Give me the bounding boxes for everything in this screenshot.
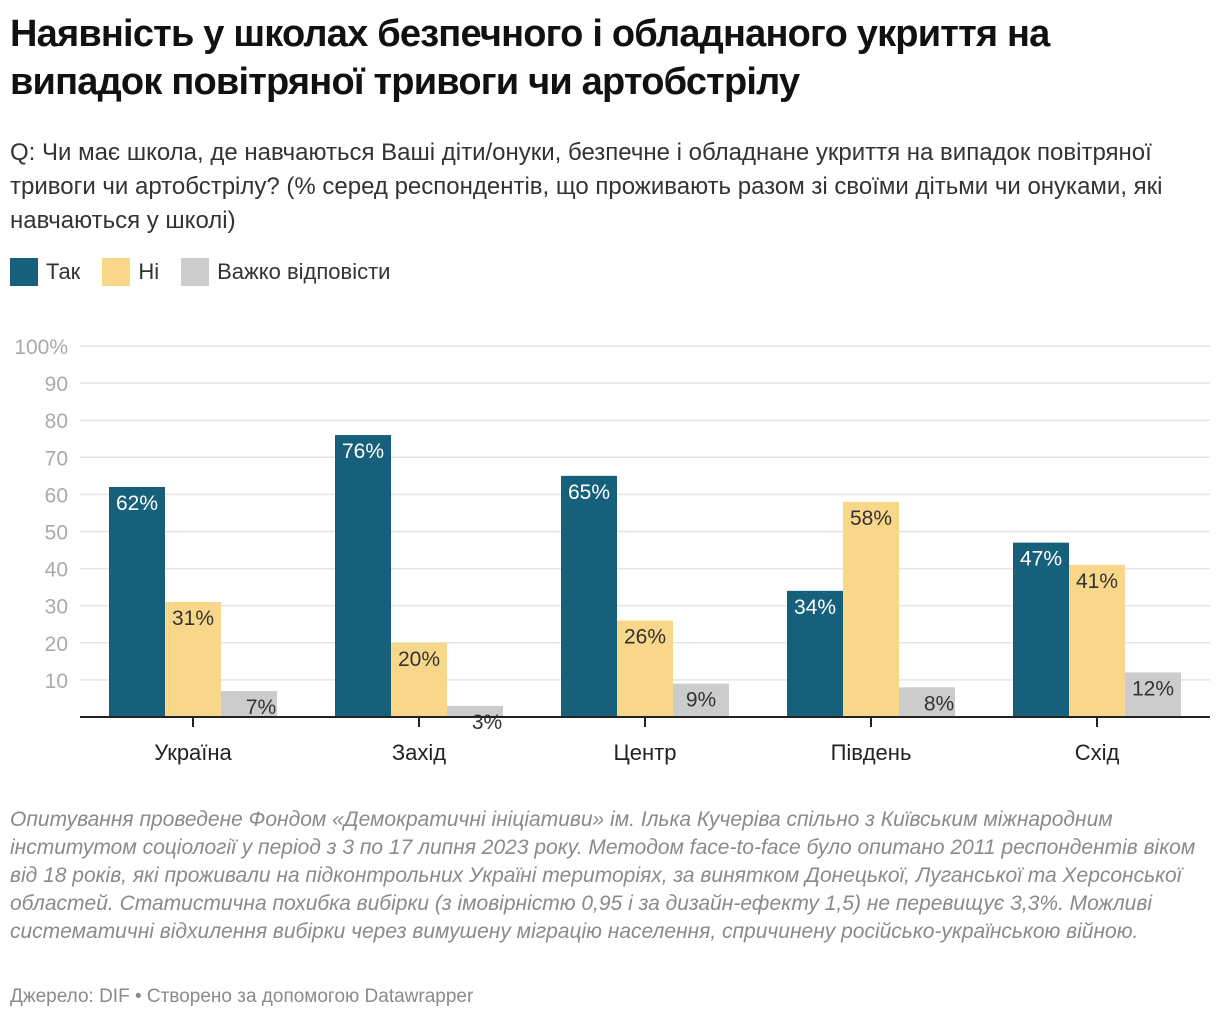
bar-value-label: 58% <box>850 507 892 530</box>
bar-value-label: 9% <box>686 689 716 712</box>
bar-value-label: 3% <box>472 711 502 734</box>
y-tick-label: 60 <box>45 484 68 507</box>
bar-value-label: 26% <box>624 626 666 649</box>
x-tick-label: Центр <box>614 740 677 765</box>
y-tick-label: 80 <box>45 410 68 433</box>
bar <box>447 705 503 717</box>
bar <box>1069 564 1125 717</box>
bar <box>1013 542 1069 717</box>
legend-swatch-no <box>102 258 131 286</box>
bar-value-label: 47% <box>1020 548 1062 571</box>
bar <box>221 691 277 717</box>
y-tick-label: 90 <box>45 373 68 396</box>
y-tick-label: 70 <box>45 447 68 470</box>
x-tick-label: Південь <box>831 740 912 765</box>
source-credit: Джерело: DIF • Створено за допомогою Dat… <box>10 986 474 1007</box>
bar-value-label: 76% <box>342 440 384 463</box>
bar <box>109 486 165 717</box>
legend-label-hard-to-say: Важко відповісти <box>217 259 391 284</box>
y-tick-label: 50 <box>45 522 68 545</box>
bar <box>787 590 843 717</box>
legend: Так Ні Важко відповісти <box>10 258 390 286</box>
bar <box>1125 672 1181 717</box>
bar <box>899 687 955 717</box>
bar-value-label: 8% <box>924 692 954 715</box>
bar-value-label: 12% <box>1132 677 1174 700</box>
bar-value-label: 41% <box>1076 570 1118 593</box>
bar-value-label: 31% <box>172 607 214 630</box>
bar-value-label: 65% <box>568 481 610 504</box>
bar <box>165 601 221 717</box>
x-tick-label: Схід <box>1075 740 1120 765</box>
y-tick-label: 40 <box>45 559 68 582</box>
x-tick-label: Захід <box>392 740 446 765</box>
bar <box>673 683 729 717</box>
legend-label-yes: Так <box>46 259 81 284</box>
bar-value-label: 20% <box>398 648 440 671</box>
y-tick-label: 10 <box>45 670 68 693</box>
bar <box>391 642 447 717</box>
y-tick-label: 100% <box>14 336 68 359</box>
bar <box>561 475 617 717</box>
legend-swatch-yes <box>10 258 38 286</box>
bar-value-label: 34% <box>794 596 836 619</box>
legend-item-no: Ні <box>102 258 159 286</box>
chart-title: Наявність у школах безпечного і обладнан… <box>10 13 1050 103</box>
plot-area: 10 20 30 40 50 60 70 80 90 100% 62% 31% 7% Україна 76%… <box>14 336 1210 765</box>
chart-subtitle: Q: Чи має школа, де навчаються Ваші діти… <box>10 139 1163 234</box>
legend-label-no: Ні <box>138 259 160 284</box>
bar-value-label: 7% <box>246 696 276 719</box>
bar <box>843 501 899 717</box>
y-tick-label: 30 <box>45 596 68 619</box>
bar-value-label: 62% <box>116 492 158 515</box>
legend-item-hard-to-say: Важко відповісти <box>181 258 390 286</box>
y-tick-label: 20 <box>45 633 68 656</box>
legend-item-yes: Так <box>10 258 80 286</box>
bar <box>617 620 673 717</box>
x-tick-label: Україна <box>154 740 232 765</box>
bar <box>335 435 391 717</box>
methodology-notes: Опитування проведене Фондом «Демократичн… <box>10 808 1196 943</box>
legend-swatch-hard-to-say <box>181 258 210 286</box>
